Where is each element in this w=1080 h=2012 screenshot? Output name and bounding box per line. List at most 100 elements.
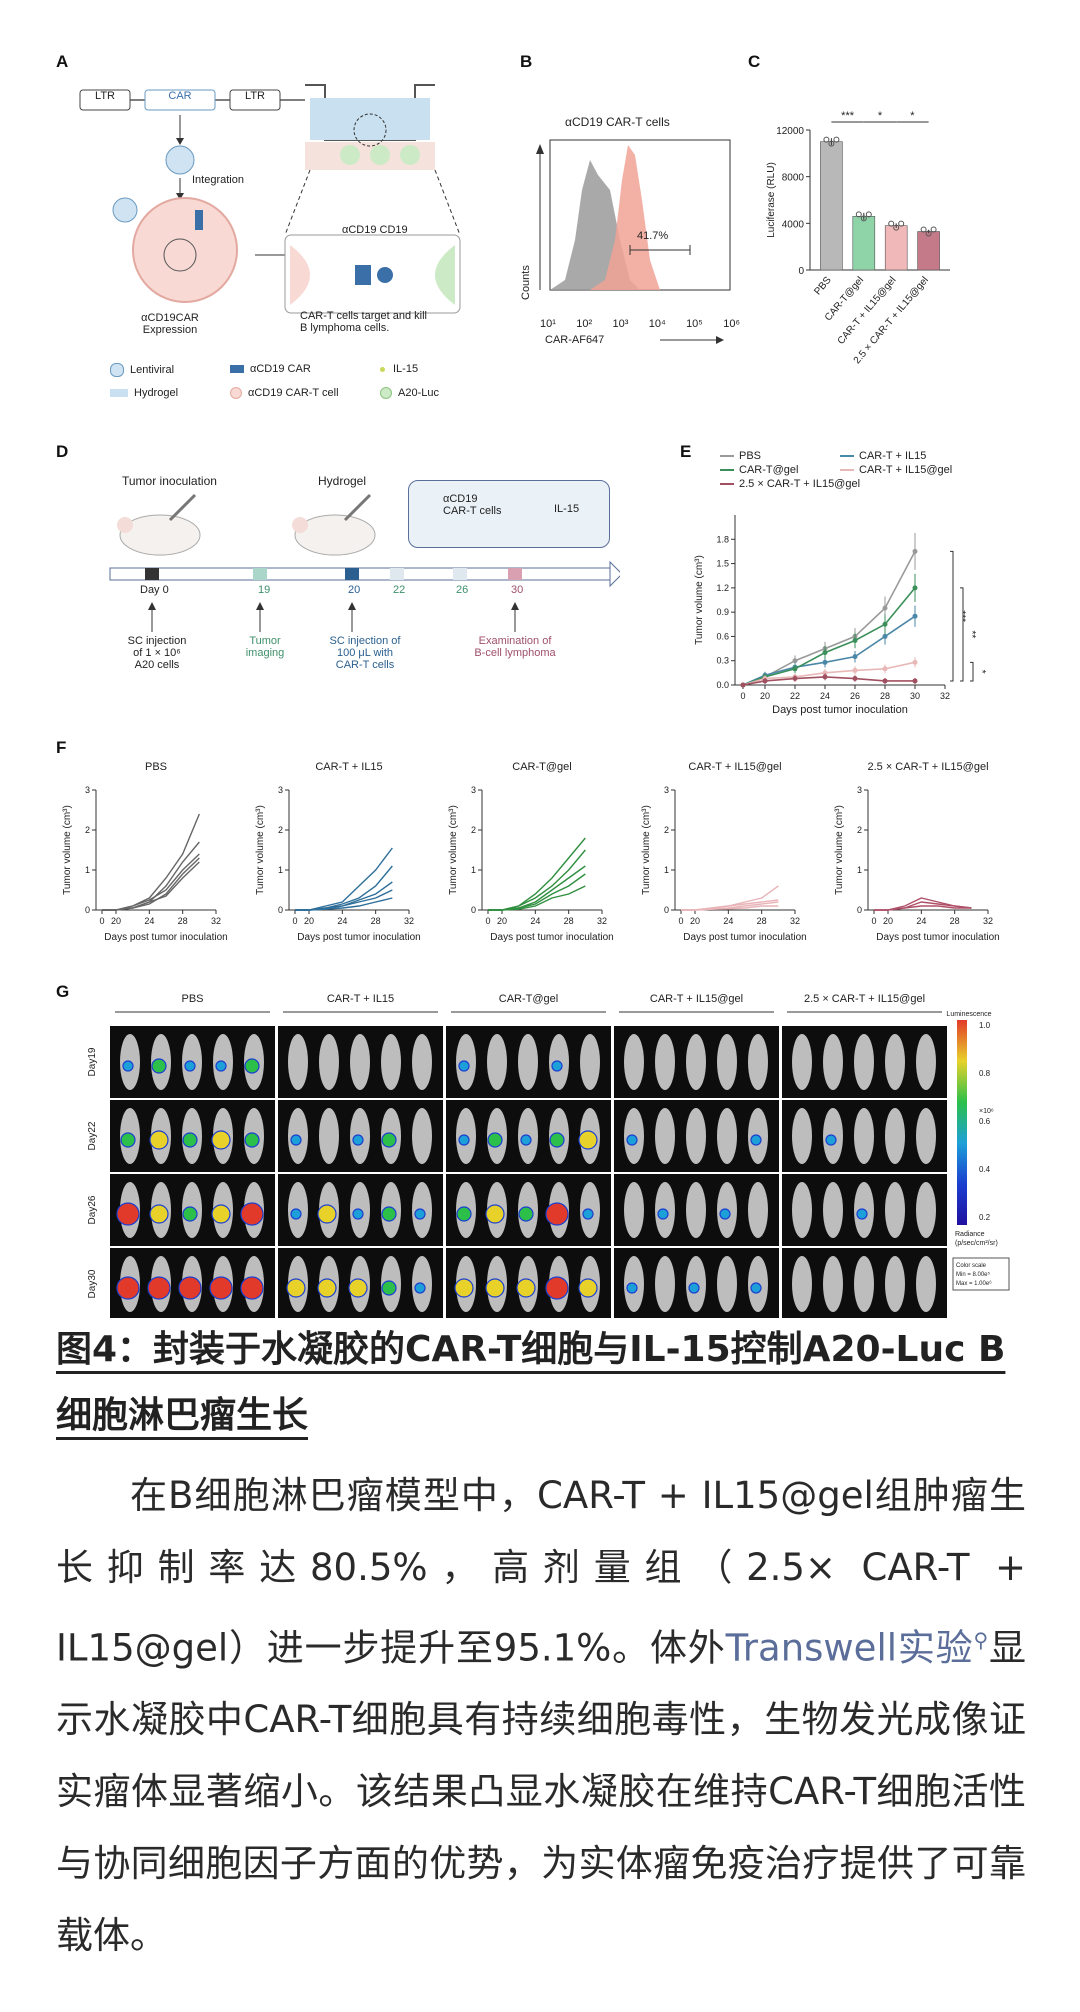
luminescence-spot: [578, 1278, 598, 1298]
scale-tick-label: 1.0: [979, 1021, 991, 1030]
category-label: CAR-T + IL15@gel: [836, 275, 899, 347]
mouse-body: [916, 1182, 936, 1238]
mouse-body: [487, 1034, 507, 1090]
scale-tick-label: 0.8: [979, 1069, 991, 1078]
day-label: Day19: [87, 1047, 98, 1076]
tick: 10³: [612, 318, 629, 330]
x-tick-label: 0: [871, 916, 876, 926]
y-tick-label: 2: [471, 825, 476, 835]
legend-entry: CAR-T + IL15: [840, 450, 1040, 462]
cd19-label: αCD19 CD19: [342, 224, 408, 236]
y-tick-label: 0: [798, 266, 804, 277]
search-icon[interactable]: ⚲: [973, 1628, 989, 1652]
x-tick-label: 20: [111, 916, 121, 926]
color-scale-text: Color scale Min = 8.00e⁵ Max = 1.00e⁶: [956, 1263, 992, 1287]
x-axis-label: Days post tumor inoculation: [683, 932, 806, 943]
data-point: [828, 140, 835, 147]
panel-g-label: G: [56, 982, 70, 1001]
day-19: 19: [258, 584, 271, 596]
luminescence-spot: [454, 1278, 474, 1298]
legend-a20: A20-Luc: [380, 387, 530, 400]
luminescence-spot: [286, 1278, 306, 1298]
luminescence-spot: [458, 1060, 470, 1072]
x-axis-label: Days post tumor inoculation: [104, 932, 227, 943]
luminescence-spot: [116, 1276, 140, 1300]
legend-label: Hydrogel: [134, 387, 179, 399]
luminescence-spot: [352, 1134, 364, 1146]
mouse-body: [412, 1034, 432, 1090]
tumor-volume-line-chart: 0.00.30.60.91.21.51.80 20 22 24 26 28 30 32****…: [694, 515, 987, 716]
a20-cell-icon: [380, 387, 392, 400]
luminescence-spot: [149, 1130, 169, 1150]
mouse-body: [717, 1034, 737, 1090]
luminescence-spot: [381, 1280, 397, 1296]
luminescence-spot: [182, 1206, 198, 1222]
luminescence-spot: [485, 1204, 505, 1224]
mouse-growth-line: [295, 897, 393, 911]
y-tick-label: 2: [278, 825, 283, 835]
x-tick-label: 32: [597, 916, 607, 926]
panel-d-label: D: [56, 442, 69, 461]
y-axis-label: Tumor volume (cm³): [694, 555, 705, 645]
panel-a-schematic: [79, 84, 461, 314]
mouse-body: [319, 1108, 339, 1164]
transwell-link[interactable]: Transwell实验: [725, 1626, 974, 1670]
mouse-body: [350, 1034, 370, 1090]
y-tick-label: 0: [85, 905, 90, 915]
luminescence-spot: [120, 1132, 136, 1148]
x-tick-label: 24: [723, 916, 733, 926]
day-label: Day26: [87, 1195, 98, 1224]
mouse-body: [748, 1034, 768, 1090]
note-cart-injection: SC injection of 100 μL with CAR-T cells: [329, 635, 401, 671]
y-axis-label: Tumor volume (cm³): [255, 805, 266, 895]
x-tick-label: 32: [790, 916, 800, 926]
y-tick-label: 1.5: [716, 559, 729, 569]
mouse-body: [655, 1034, 675, 1090]
figure-caption: 图4：封装于水凝胶的CAR-T细胞与IL-15控制A20-Luc B细胞淋巴瘤生…: [56, 1329, 1006, 1436]
subplot-title: CAR-T + IL15: [315, 761, 382, 773]
timeline-arrows: [148, 602, 519, 632]
x-tick-label: 32: [404, 916, 414, 926]
scale-unit: ×10⁶: [979, 1108, 994, 1115]
legend-lentiviral: Lentiviral: [110, 363, 230, 377]
mouse-body: [655, 1256, 675, 1312]
luminescence-spot: [244, 1132, 260, 1148]
tick: 10¹: [540, 318, 556, 330]
panel-e-legend: PBS CAR-T + IL15 CAR-T@gel CAR-T + IL15@gel…: [720, 450, 1060, 490]
luminescence-spot: [518, 1206, 534, 1222]
x-tick-label: 24: [144, 916, 154, 926]
x-tick-label: 28: [950, 916, 960, 926]
day-30: 30: [511, 584, 524, 596]
mouse-growth-line: [488, 885, 586, 911]
legend-label: A20-Luc: [398, 387, 439, 399]
mouse-body: [916, 1256, 936, 1312]
growth-subplot: 2.5 × CAR-T + IL15@gel 0 1 2 3 0 20 24 28 32 Tumor…: [834, 761, 1000, 943]
y-tick-label: 12000: [776, 126, 804, 137]
luminescence-spot: [516, 1278, 536, 1298]
mouse-body: [624, 1034, 644, 1090]
y-axis-label: Tumor volume (cm³): [62, 805, 73, 895]
x-tick-label: 30: [910, 691, 920, 701]
x-tick-label: 24: [337, 916, 347, 926]
mouse-body: [854, 1034, 874, 1090]
tick: 10⁴: [648, 318, 666, 330]
luminescence-spot: [545, 1202, 569, 1226]
legend-label: αCD19 CAR-T cell: [248, 387, 339, 399]
x-tick-label: 24: [530, 916, 540, 926]
legend-entry: 2.5 × CAR-T + IL15@gel: [720, 478, 1040, 490]
body-part2: 显示水凝胶中CAR-T细胞具有持续细胞毒性，生物发光成像证实瘤体显著缩小。该结果…: [56, 1626, 1026, 1958]
legend-swatch: [840, 455, 854, 458]
mouse-body: [792, 1108, 812, 1164]
luminescence-spot: [582, 1208, 594, 1220]
mouse-body: [823, 1034, 843, 1090]
note-sc-injection: SC injection of 1 × 10⁶ A20 cells: [127, 635, 187, 671]
luminescence-spot: [317, 1204, 337, 1224]
x-tick-label: 32: [983, 916, 993, 926]
scale-title: Luminescence: [946, 1011, 991, 1018]
il15-icon: [380, 366, 385, 372]
y-tick-label: 4000: [782, 219, 805, 230]
mouse-body: [823, 1256, 843, 1312]
luminescence-spot: [240, 1202, 264, 1226]
scale-tick-label: 0.4: [979, 1165, 991, 1174]
kill-text: CAR-T cells target and kill B lymphoma c…: [300, 310, 427, 334]
